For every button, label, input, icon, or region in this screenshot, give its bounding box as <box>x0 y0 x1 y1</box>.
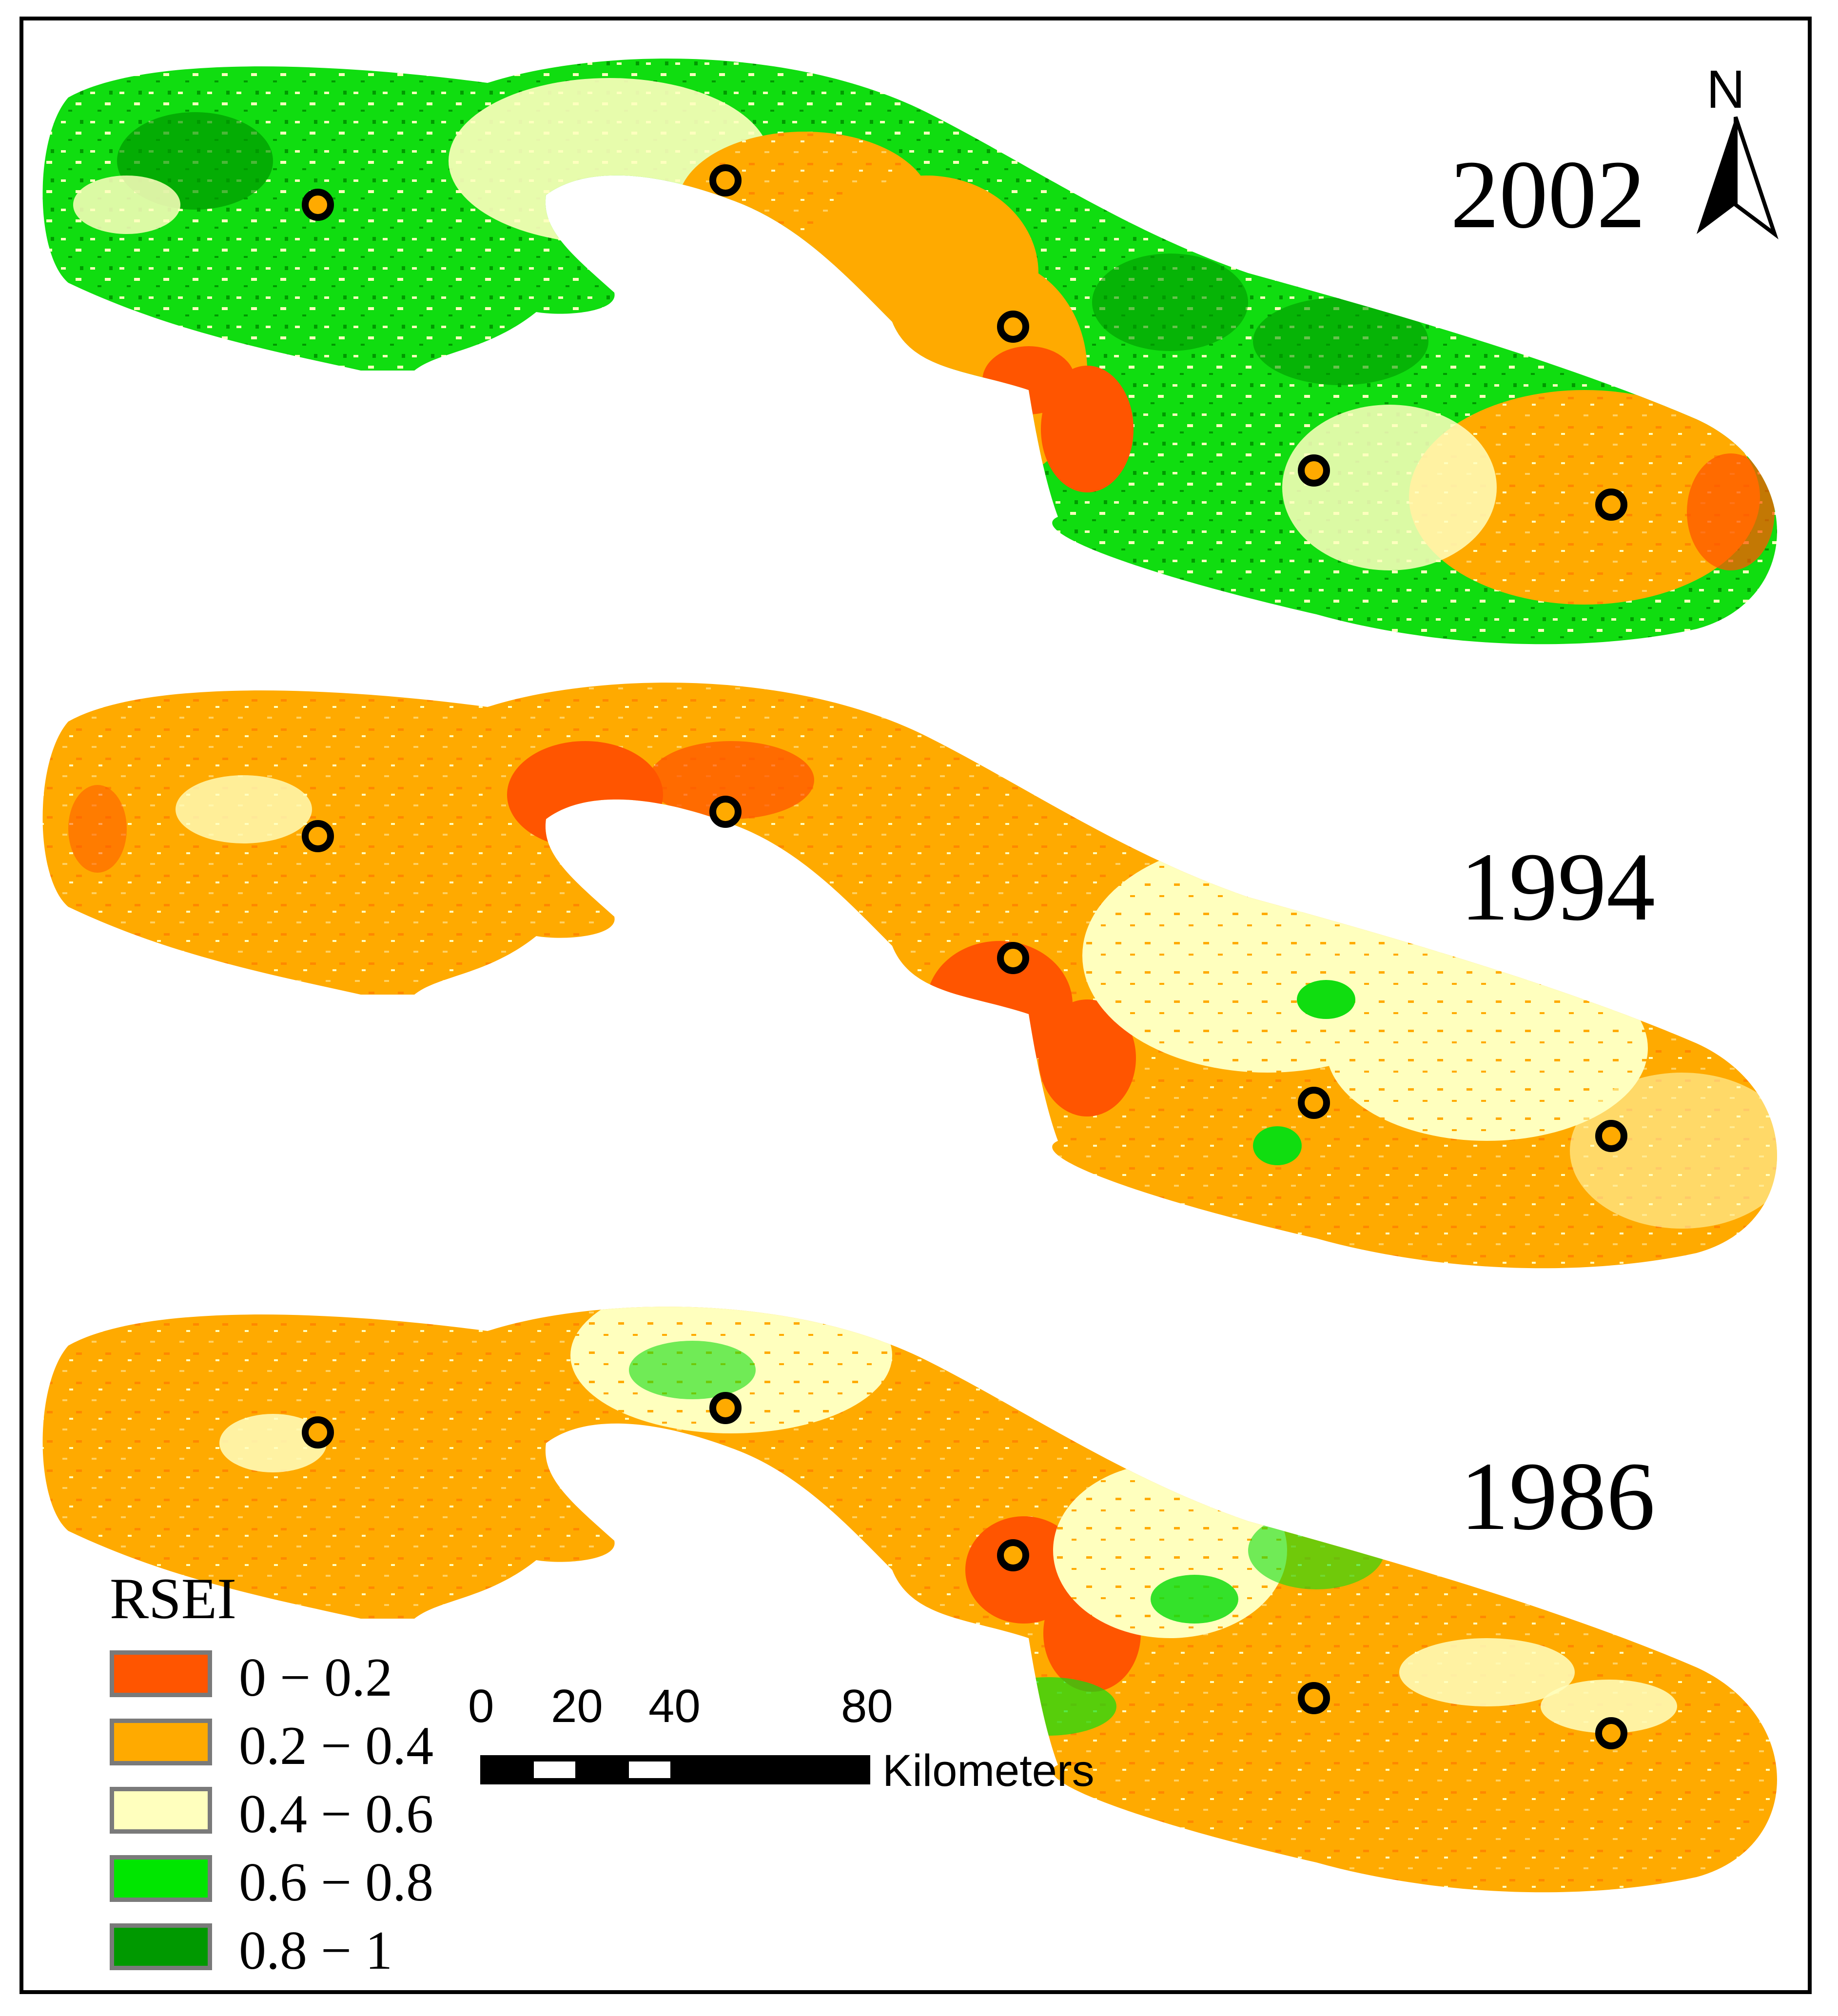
year-label-2002: 2002 <box>1450 141 1645 249</box>
legend-label: 0.2 − 0.4 <box>239 1716 434 1776</box>
scale-tick-0: 0 <box>468 1680 494 1732</box>
site-markers-2002 <box>302 164 1627 521</box>
site-markers-1994 <box>302 796 1627 1152</box>
site-marker <box>1298 1682 1330 1714</box>
site-marker <box>709 1392 742 1424</box>
site-marker <box>302 820 334 852</box>
site-marker <box>1595 1120 1627 1152</box>
legend-label: 0.8 − 1 <box>239 1920 393 1981</box>
legend-label: 0 − 0.2 <box>239 1647 393 1708</box>
north-arrow-icon <box>1697 116 1779 239</box>
site-marker <box>1595 489 1627 521</box>
legend-swatch <box>110 1719 212 1765</box>
map-panel-2002 <box>42 59 1777 645</box>
legend-swatch <box>110 1650 212 1697</box>
site-marker <box>997 1539 1029 1571</box>
scale-tick-20: 20 <box>551 1680 603 1732</box>
legend-swatch <box>110 1923 212 1970</box>
scale-tick-80: 80 <box>841 1680 893 1732</box>
site-marker <box>1595 1717 1627 1749</box>
site-marker <box>302 189 334 221</box>
site-marker <box>1298 454 1330 487</box>
legend-swatch <box>110 1787 212 1834</box>
legend-label: 0.6 − 0.8 <box>239 1852 434 1913</box>
site-marker <box>997 311 1029 343</box>
site-markers-1986 <box>302 1392 1627 1749</box>
scale-tick-40: 40 <box>648 1680 701 1732</box>
legend-label: 0.4 − 0.6 <box>239 1784 434 1844</box>
site-marker <box>709 796 742 828</box>
scale-bar <box>480 1755 870 1784</box>
legend-swatch <box>110 1855 212 1902</box>
year-label-1994: 1994 <box>1460 833 1655 941</box>
site-marker <box>997 942 1029 974</box>
site-marker <box>709 164 742 196</box>
year-label-1986: 1986 <box>1460 1443 1655 1550</box>
legend-title: RSEI <box>110 1566 237 1631</box>
north-label: N <box>1706 59 1745 119</box>
scale-units: Kilometers <box>882 1746 1095 1796</box>
site-marker <box>1298 1087 1330 1119</box>
site-marker <box>302 1416 334 1448</box>
map-panel-1994 <box>42 683 1777 1269</box>
